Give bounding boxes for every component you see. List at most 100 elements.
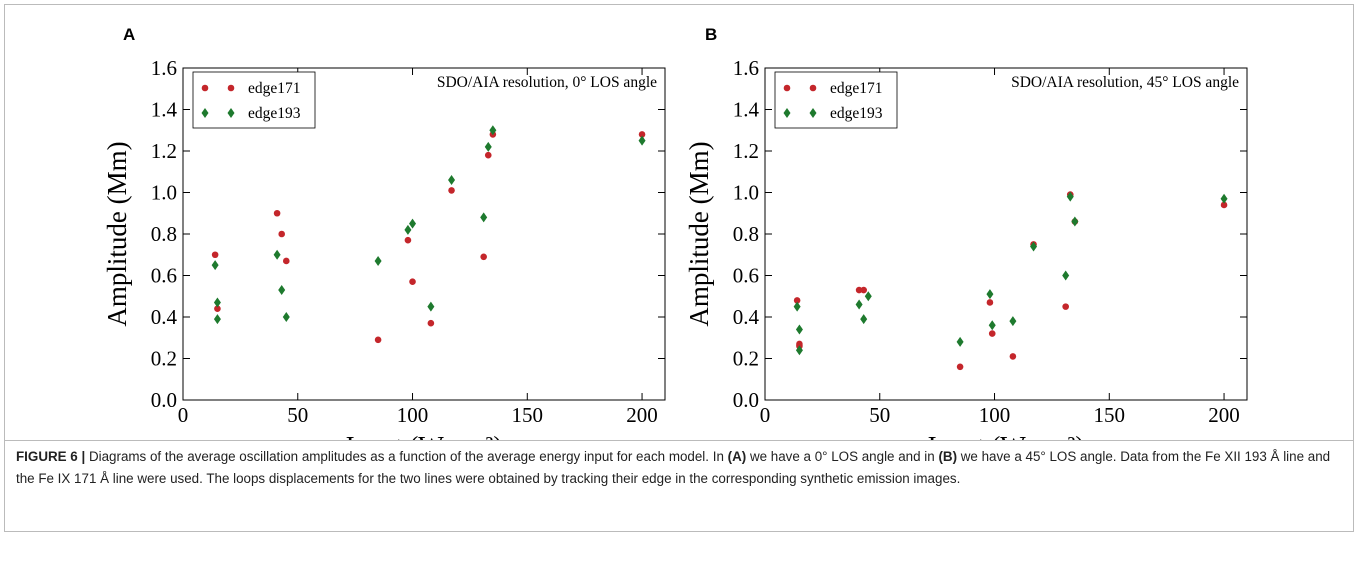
diamond-point (864, 291, 872, 302)
legend-marker (227, 84, 235, 92)
circle-point (278, 230, 285, 238)
circle-point (374, 336, 382, 344)
legend-marker (809, 84, 817, 92)
diamond-point (1009, 316, 1017, 327)
annotation: SDO/AIA resolution, 0° LOS angle (437, 74, 657, 91)
y-tick-label: 0.8 (733, 222, 759, 246)
y-tick-label: 1.6 (733, 56, 759, 80)
diamond-point (860, 314, 868, 325)
diamond-point (1030, 241, 1038, 252)
y-tick-label: 1.2 (733, 139, 759, 163)
legend-marker (227, 108, 235, 118)
diamond-point (211, 260, 219, 271)
y-tick-label: 0.6 (151, 264, 177, 288)
circle-point (282, 257, 290, 265)
circle-point (638, 131, 646, 138)
y-tick-label: 1.6 (151, 56, 177, 80)
circle-point (793, 297, 801, 304)
y-tick-label: 0.4 (151, 305, 178, 329)
circle-point (956, 363, 964, 371)
circle-point (1009, 353, 1017, 360)
y-tick-label: 1.2 (151, 139, 177, 163)
circle-point (273, 209, 281, 217)
x-tick-label: 100 (979, 403, 1011, 427)
diamond-point (278, 285, 286, 296)
y-tick-label: 1.4 (151, 98, 178, 122)
circle-point (484, 151, 492, 159)
y-tick-label: 0.0 (151, 388, 177, 412)
legend-marker (201, 84, 209, 92)
x-tick-label: 0 (178, 403, 189, 427)
x-tick-label: 50 (869, 403, 890, 427)
y-tick-label: 1.4 (733, 98, 760, 122)
diamond-point (480, 212, 488, 223)
legend-box (192, 71, 316, 129)
x-tick-label: 150 (1094, 403, 1126, 427)
legend-marker (783, 108, 791, 118)
circle-point (211, 251, 219, 259)
circle-point (1220, 201, 1228, 209)
circle-point (480, 253, 487, 261)
x-tick-label: 100 (397, 403, 429, 427)
panel-label: B (705, 25, 717, 44)
annotation: SDO/AIA resolution, 45° LOS angle (1011, 74, 1239, 91)
diamond-point (282, 312, 290, 322)
y-tick-label: 1.0 (733, 181, 759, 205)
diamond-point (795, 324, 803, 335)
y-tick-label: 0.0 (733, 388, 759, 412)
caption-separator (4, 440, 1354, 441)
y-axis-label: Amplitude (Mm) (684, 141, 714, 326)
diamond-point (956, 336, 964, 347)
diamond-point (1220, 193, 1228, 204)
diamond-point (1062, 270, 1070, 281)
x-tick-label: 150 (512, 403, 544, 427)
y-tick-label: 1.0 (151, 181, 177, 205)
x-tick-label: 200 (1208, 403, 1240, 427)
legend-label: edge193 (248, 105, 301, 122)
diamond-point (489, 125, 497, 136)
diamond-point (484, 141, 492, 152)
diamond-point (795, 345, 803, 356)
x-tick-label: 0 (760, 403, 771, 427)
diamond-point (793, 301, 801, 312)
panel-label: A (123, 25, 135, 44)
circle-point (404, 236, 412, 244)
caption-run: (A) (727, 449, 747, 464)
x-tick-label: 200 (626, 403, 658, 427)
circle-point (427, 319, 435, 327)
diamond-point (427, 301, 435, 312)
diamond-point (855, 299, 863, 310)
legend-label: edge193 (830, 105, 883, 122)
circle-point (409, 278, 416, 286)
x-axis-label: Input (W m⁻²) (928, 431, 1085, 440)
diamond-point (1066, 191, 1074, 202)
y-tick-label: 0.6 (733, 264, 759, 288)
diamond-point (213, 314, 221, 325)
diamond-point (409, 218, 417, 229)
caption-run: we have a 0° LOS angle and in (746, 449, 939, 464)
y-axis-label: Amplitude (Mm) (102, 141, 132, 326)
y-tick-label: 0.2 (151, 347, 177, 371)
caption: FIGURE 6 | Diagrams of the average oscil… (16, 446, 1348, 489)
x-tick-label: 50 (287, 403, 308, 427)
y-tick-label: 0.4 (733, 305, 760, 329)
diamond-point (988, 320, 996, 331)
caption-run: (B) (938, 449, 958, 464)
caption-run: we have a 45° LOS angle. Data from the F… (16, 449, 1331, 486)
circle-point (855, 286, 863, 294)
legend-label: edge171 (830, 80, 883, 97)
diamond-point (638, 135, 646, 146)
figure-frame (4, 4, 1354, 532)
diamond-point (448, 175, 456, 186)
circle-point (214, 305, 221, 313)
y-tick-label: 0.8 (151, 222, 177, 246)
diamond-point (1071, 216, 1079, 227)
legend-marker (809, 108, 817, 118)
circle-point (448, 187, 455, 194)
circle-point (988, 330, 996, 337)
legend-label: edge171 (248, 80, 301, 97)
caption-run: FIGURE 6 | (16, 449, 86, 464)
y-tick-label: 0.2 (733, 347, 759, 371)
legend-marker (201, 108, 209, 118)
